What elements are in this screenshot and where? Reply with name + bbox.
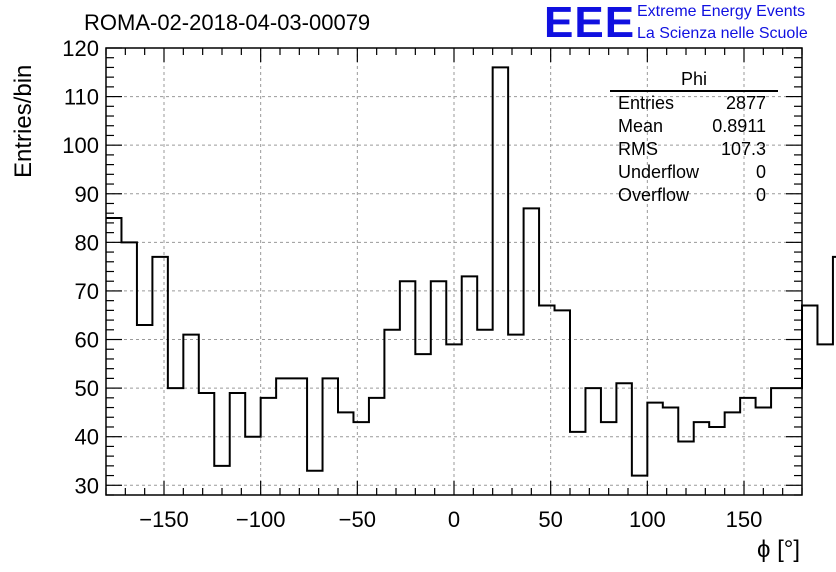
histogram-bin: [323, 378, 338, 495]
histogram-bin: [369, 398, 384, 495]
stats-row-mean: Mean 0.8911: [610, 115, 778, 138]
x-tick-label: −100: [236, 507, 286, 532]
histogram-bin: [493, 67, 508, 495]
histogram-bin: [338, 412, 353, 495]
histogram-bin: [183, 335, 198, 495]
x-tick-label: 50: [538, 507, 562, 532]
histogram-bin: [261, 398, 276, 495]
chart-title: ROMA-02-2018-04-03-00079: [84, 10, 371, 35]
histogram-bin: [678, 442, 693, 495]
stats-row-rms: RMS 107.3: [610, 138, 778, 161]
x-tick-label: −50: [339, 507, 376, 532]
histogram-bin: [446, 344, 461, 495]
eee-logo-line2: La Scienza nelle Scuole: [637, 25, 808, 42]
y-tick-label: 70: [75, 279, 99, 304]
histogram-bin: [121, 242, 136, 495]
histogram-bin: [353, 422, 368, 495]
y-tick-label: 80: [75, 230, 99, 255]
y-tick-label: 100: [62, 133, 99, 158]
y-tick-label: 40: [75, 425, 99, 450]
histogram-bin: [152, 257, 167, 495]
y-tick-label: 60: [75, 328, 99, 353]
histogram-bin: [601, 422, 616, 495]
histogram-bin: [276, 378, 291, 495]
stats-box: Phi Entries 2877 Mean 0.8911 RMS 107.3 U…: [610, 68, 778, 207]
y-axis-label: Entries/bin: [10, 65, 37, 178]
stats-value: 107.3: [720, 139, 766, 159]
stats-title: Phi: [610, 68, 778, 92]
histogram-bin: [168, 388, 183, 495]
histogram-bin: [137, 325, 152, 495]
histogram-bin: [709, 427, 724, 495]
histogram-bin: [292, 378, 307, 495]
histogram-bin: [647, 403, 662, 495]
y-tick-label: 120: [62, 36, 99, 61]
stats-label: Underflow: [618, 162, 700, 182]
histogram-bin: [740, 398, 755, 495]
eee-logo: EEE: [544, 0, 636, 47]
histogram-bin: [555, 310, 570, 495]
x-axis-label: ϕ [°]: [757, 536, 800, 563]
histogram-bin: [694, 422, 709, 495]
histogram-bin: [230, 393, 245, 495]
y-tick-label: 110: [64, 85, 99, 110]
histogram-bin: [539, 306, 554, 495]
histogram-bin: [787, 388, 802, 495]
x-tick-label: −150: [139, 507, 189, 532]
histogram-bin: [817, 344, 832, 495]
stats-label: Mean: [618, 116, 664, 136]
stats-row-overflow: Overflow 0: [610, 184, 778, 207]
histogram-outline: [106, 66, 836, 477]
histogram-bin: [756, 408, 771, 495]
x-tick-label: 100: [629, 507, 666, 532]
histogram-bin: [106, 218, 121, 495]
histogram-bin: [245, 437, 260, 495]
histogram-bin: [384, 330, 399, 495]
stats-label: RMS: [618, 139, 658, 159]
histogram-bin: [570, 432, 585, 495]
stats-value: 2877: [725, 93, 766, 113]
x-tick-label: 150: [726, 507, 763, 532]
eee-logo-line1: Extreme Energy Events: [637, 3, 806, 20]
histogram-bin: [415, 354, 430, 495]
y-tick-label: 50: [75, 376, 99, 401]
histogram-bin: [771, 388, 786, 495]
histogram-bin: [524, 208, 539, 495]
axis-ticks: [105, 47, 803, 496]
stats-row-underflow: Underflow 0: [610, 161, 778, 184]
histogram-bin: [616, 383, 631, 495]
histogram-bin: [400, 281, 415, 495]
stats-label: Overflow: [618, 185, 690, 205]
histogram-bin: [802, 306, 817, 495]
stats-label: Entries: [618, 93, 675, 113]
y-tick-label: 30: [75, 473, 99, 498]
stats-value: 0: [755, 185, 766, 205]
stats-value: 0.8911: [712, 116, 766, 136]
histogram-bin: [663, 408, 678, 495]
stats-row-entries: Entries 2877: [610, 92, 778, 115]
y-tick-label: 90: [75, 182, 99, 207]
histogram-bin: [307, 471, 322, 495]
histogram-bin: [585, 388, 600, 495]
histogram-bin: [214, 466, 229, 495]
histogram-bin: [477, 330, 492, 495]
x-tick-label: 0: [448, 507, 460, 532]
plot-frame: [105, 47, 803, 496]
histogram-bins: [106, 66, 836, 495]
histogram-bin: [462, 276, 477, 495]
histogram-bin: [508, 335, 523, 495]
histogram-bin: [199, 393, 214, 495]
tick-labels: −150 −100 −50 0 50 100 150 30 40 50 60 70 80 90 100 110…: [62, 36, 762, 532]
histogram-bin: [431, 281, 446, 495]
histogram-bin: [725, 412, 740, 495]
stats-value: 0: [755, 162, 766, 182]
histogram-bin: [632, 476, 647, 495]
